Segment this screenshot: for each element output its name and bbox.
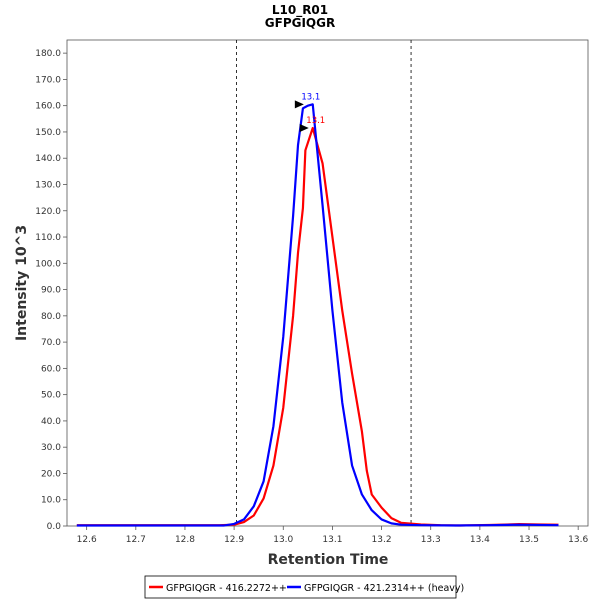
x-axis-ticks: 12.6 12.7 12.8 12.9 13.0 13.1 13.2 13.3 13.4 13.5… [77, 526, 588, 545]
y-tick-label: 160.0 [35, 102, 61, 112]
y-tick-label: 110.0 [35, 233, 61, 243]
y-tick-label: 40.0 [41, 417, 61, 427]
y-axis-ticks: 0.0 10.0 20.0 30.0 40.0 50.0 60.0 70.0 80.0 90.0 1… [35, 49, 67, 532]
x-tick-label: 13.0 [273, 535, 293, 545]
y-tick-label: 60.0 [41, 364, 61, 374]
x-tick-label: 13.5 [519, 535, 539, 545]
y-tick-label: 120.0 [35, 207, 61, 217]
y-tick-label: 90.0 [41, 286, 61, 296]
x-tick-label: 12.7 [126, 535, 146, 545]
legend-label-heavy: GFPGIQGR - 421.2314++ (heavy) [304, 583, 464, 594]
y-tick-label: 10.0 [41, 496, 61, 506]
series-line-heavy [76, 103, 559, 527]
x-tick-label: 12.8 [175, 535, 195, 545]
x-tick-label: 13.2 [372, 535, 392, 545]
legend: GFPGIQGR - 416.2272++ GFPGIQGR - 421.231… [144, 575, 464, 599]
y-tick-label: 170.0 [35, 75, 61, 85]
x-tick-label: 13.6 [568, 535, 588, 545]
y-tick-label: 180.0 [35, 49, 61, 59]
y-tick-label: 80.0 [41, 312, 61, 322]
peak-annotations: 13.1 13.1 [294, 92, 325, 133]
y-axis-label: Intensity 10^3 [14, 225, 30, 341]
y-tick-label: 30.0 [41, 443, 61, 453]
plot-area [66, 39, 589, 527]
y-tick-label: 50.0 [41, 391, 61, 401]
peak-label-heavy: 13.1 [301, 92, 320, 102]
x-tick-label: 12.9 [224, 535, 244, 545]
x-axis-label: Retention Time [268, 552, 389, 568]
x-tick-label: 13.1 [322, 535, 342, 545]
chart-title: L10_R01 [272, 3, 328, 18]
peak-marker [299, 124, 309, 133]
peak-marker [294, 100, 304, 109]
series-layer [76, 103, 559, 527]
y-tick-label: 20.0 [41, 469, 61, 479]
y-tick-label: 130.0 [35, 180, 61, 190]
x-tick-label: 13.4 [470, 535, 490, 545]
legend-label-light: GFPGIQGR - 416.2272++ [166, 583, 287, 594]
x-tick-label: 12.6 [77, 535, 97, 545]
integration-boundaries [236, 40, 412, 526]
chart-subtitle: GFPGIQGR [265, 16, 335, 30]
y-tick-label: 70.0 [41, 338, 61, 348]
y-tick-label: 0.0 [47, 522, 62, 532]
y-tick-label: 150.0 [35, 128, 61, 138]
x-tick-label: 13.3 [421, 535, 441, 545]
y-tick-label: 140.0 [35, 154, 61, 164]
y-tick-label: 100.0 [35, 259, 61, 269]
peak-label-light: 13.1 [306, 116, 325, 126]
